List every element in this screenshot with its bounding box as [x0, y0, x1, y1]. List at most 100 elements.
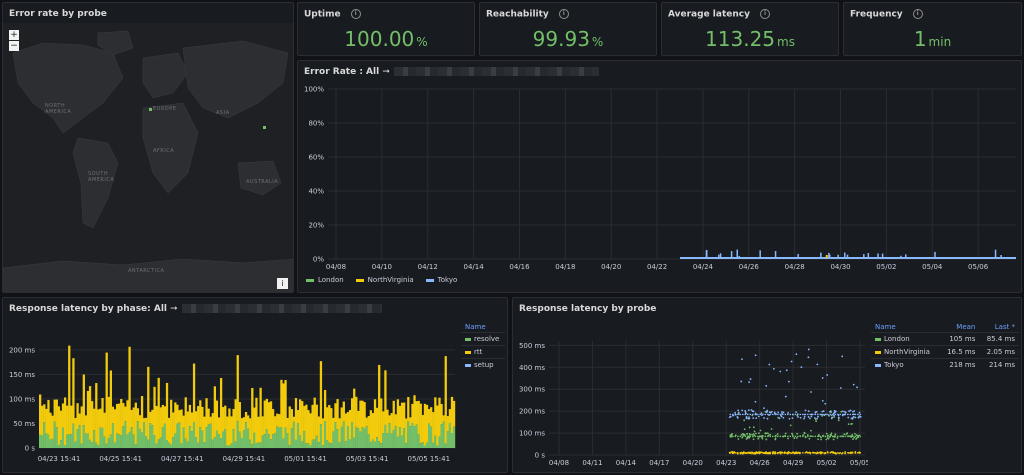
bar-resolve: [215, 430, 219, 448]
bar-rtt: [344, 413, 348, 442]
point-tokyo: [807, 356, 810, 359]
bar-resolve: [147, 439, 150, 448]
legend-mean: 105 ms: [939, 332, 980, 346]
point-london: [755, 432, 757, 435]
point-london: [846, 432, 849, 435]
point-tokyo: [848, 410, 850, 413]
error-rate-panel: Error Rate : All ➞ 100% 80% 60% 40% 20% 0% 04/…: [297, 60, 1022, 293]
bar-resolve: [140, 432, 144, 448]
x-tick-label: 05/02: [816, 459, 836, 467]
legend-row-resolve[interactable]: resolve: [461, 332, 505, 346]
probe-latency-chart[interactable]: 500 ms 400 ms 300 ms 200 ms 100 ms 0 s04/08 04…: [513, 298, 868, 473]
bar-resolve: [450, 433, 454, 448]
error-rate-chart[interactable]: 100% 80% 60% 40% 20% 0%04/08 04/10 04/12 04/14 04…: [298, 61, 1022, 293]
reachability-value-row: 99.93%: [480, 27, 656, 51]
legend-item-london[interactable]: London: [306, 276, 344, 284]
point-london: [850, 423, 853, 425]
bar-rtt: [149, 411, 152, 424]
bar-resolve: [91, 442, 94, 448]
bar-rtt: [76, 403, 79, 430]
phase-latency-panel: Response latency by phase: All ➞ 200 ms 1…: [2, 297, 508, 473]
legend-header-mean[interactable]: Mean: [956, 323, 976, 331]
point-tokyo: [788, 380, 790, 383]
bar-rtt: [72, 358, 75, 424]
legend-header-name[interactable]: Name: [875, 323, 896, 331]
world-map[interactable]: [3, 23, 294, 293]
legend-row-northvirginia[interactable]: NorthVirginia 16.5 ms 2.05 ms: [871, 345, 1019, 359]
point-london: [854, 432, 856, 435]
point-london: [784, 432, 787, 435]
africa-shape: [142, 102, 199, 194]
bar-resolve: [384, 424, 387, 448]
legend-cell: London: [871, 332, 940, 346]
point-london: [855, 437, 858, 439]
point-london: [758, 432, 760, 435]
map-label-asia: ASIA: [216, 110, 230, 116]
point-tokyo: [728, 416, 731, 419]
legend-row-tokyo[interactable]: Tokyo 218 ms 214 ms: [871, 358, 1019, 371]
legend-header-last[interactable]: Last *: [994, 323, 1015, 331]
bar-resolve: [43, 422, 46, 448]
legend-row-setup[interactable]: setup: [461, 358, 505, 371]
bar-rtt: [419, 403, 422, 444]
bar-rtt: [51, 415, 54, 439]
bar-resolve: [311, 439, 314, 448]
legend-item-northvirginia[interactable]: NorthVirginia: [355, 276, 414, 284]
info-icon[interactable]: i: [759, 9, 770, 19]
bar-resolve: [373, 441, 377, 448]
point-tokyo: [799, 416, 802, 419]
bar-rtt: [140, 396, 144, 433]
bar-resolve: [99, 427, 102, 448]
bar-rtt: [284, 380, 287, 428]
point-london: [793, 437, 796, 439]
probe-title: Response latency by probe: [519, 304, 657, 314]
bar-resolve: [138, 428, 142, 448]
point-london: [796, 414, 799, 417]
x-tick-label: 04/26: [750, 459, 771, 467]
point-tokyo: [797, 416, 799, 418]
bar-rtt: [326, 407, 329, 440]
map-info-button[interactable]: i: [277, 278, 288, 289]
bar-rtt: [103, 412, 106, 437]
point-tokyo: [782, 411, 785, 414]
point-london: [817, 438, 820, 441]
bar-resolve: [369, 441, 372, 448]
x-tick-label: 04/26: [739, 263, 760, 271]
point-tokyo: [741, 409, 744, 412]
bar-resolve: [53, 421, 56, 448]
info-icon[interactable]: i: [558, 9, 569, 19]
zoom-out-button[interactable]: −: [9, 41, 19, 51]
y-tick-label: 100 ms: [519, 430, 545, 438]
legend-row-rtt[interactable]: rtt: [461, 345, 505, 359]
bar-rtt: [411, 403, 414, 424]
bar-resolve: [342, 421, 345, 448]
legend-label: Tokyo: [437, 276, 458, 284]
bar-resolve: [130, 427, 133, 448]
info-icon[interactable]: i: [350, 9, 361, 19]
bar-rtt: [180, 409, 183, 444]
bar-resolve: [163, 423, 167, 448]
point-tokyo: [747, 417, 750, 420]
phase-latency-chart[interactable]: 200 ms 150 ms 100 ms 50 ms 0 s04/23 15:41 04/…: [3, 298, 463, 473]
bar-rtt: [357, 410, 360, 429]
legend-swatch: [465, 350, 471, 354]
bar-rtt: [93, 408, 96, 431]
point-london: [770, 428, 773, 430]
info-icon[interactable]: i: [912, 9, 923, 19]
zoom-in-button[interactable]: +: [9, 30, 19, 40]
bar-resolve: [269, 439, 273, 448]
bar-resolve: [251, 444, 254, 448]
point-london: [837, 419, 840, 422]
legend-item-tokyo[interactable]: Tokyo: [425, 276, 458, 284]
bar-resolve: [271, 434, 275, 448]
legend-row-london[interactable]: London 105 ms 85.4 ms: [871, 332, 1019, 346]
europe-shape: [142, 52, 189, 99]
bar-resolve: [84, 433, 88, 448]
bar-resolve: [230, 443, 233, 448]
legend-swatch: [355, 278, 364, 282]
bar-resolve: [159, 437, 162, 448]
bar-rtt: [369, 410, 372, 442]
x-tick-label: 04/25 15:41: [99, 455, 142, 463]
point-tokyo: [850, 417, 853, 420]
legend-cell: Tokyo: [871, 358, 940, 371]
